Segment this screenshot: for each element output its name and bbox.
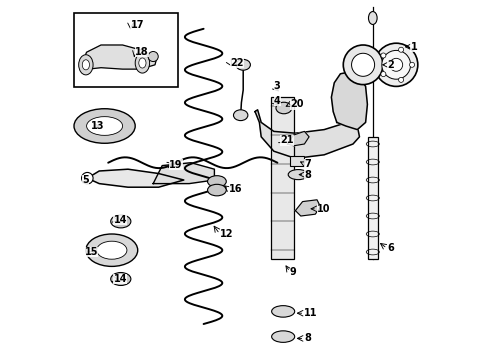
Polygon shape [295,200,320,216]
Ellipse shape [368,12,377,24]
Text: 14: 14 [114,215,127,225]
Circle shape [343,45,383,85]
Text: 6: 6 [387,243,394,253]
Text: 8: 8 [304,333,311,343]
Circle shape [148,51,158,62]
Polygon shape [331,72,368,130]
Text: 16: 16 [229,184,242,194]
Circle shape [381,53,386,58]
Ellipse shape [271,331,294,342]
Text: 4: 4 [274,96,281,106]
Polygon shape [81,45,157,69]
Ellipse shape [288,170,308,180]
Polygon shape [288,131,309,146]
Ellipse shape [111,273,131,285]
Text: 12: 12 [220,229,233,239]
Circle shape [351,53,374,76]
Ellipse shape [111,215,131,228]
Text: 11: 11 [304,308,318,318]
Bar [271,97,294,259]
Ellipse shape [233,110,248,121]
Ellipse shape [271,306,294,317]
Text: 8: 8 [304,170,311,180]
Ellipse shape [87,117,122,135]
Polygon shape [87,169,184,187]
Ellipse shape [86,234,138,266]
Text: 10: 10 [317,204,330,214]
Ellipse shape [135,53,149,73]
Text: 13: 13 [91,121,104,131]
Text: 7: 7 [304,159,311,169]
Ellipse shape [82,60,90,70]
Text: 21: 21 [280,135,294,145]
Text: 18: 18 [135,47,149,57]
Circle shape [381,72,386,77]
Text: 15: 15 [85,247,98,257]
Text: 9: 9 [290,267,297,277]
Circle shape [398,77,404,82]
Bar [74,13,178,87]
Text: 20: 20 [290,99,303,109]
Text: 14: 14 [114,274,127,284]
Polygon shape [153,163,215,184]
Text: 19: 19 [170,159,183,170]
Circle shape [398,47,404,52]
Circle shape [390,58,403,71]
Ellipse shape [208,176,226,187]
Text: 17: 17 [130,20,144,30]
Circle shape [382,50,411,79]
Ellipse shape [276,102,292,114]
Circle shape [374,43,418,86]
Text: 3: 3 [274,81,281,91]
Ellipse shape [79,55,93,75]
Bar [290,156,304,166]
Text: 2: 2 [387,60,394,70]
Ellipse shape [236,59,250,70]
Ellipse shape [97,241,127,259]
Circle shape [81,172,93,184]
Text: 5: 5 [82,175,89,185]
Circle shape [410,62,415,67]
Ellipse shape [208,184,226,196]
Bar [368,137,378,259]
Text: 22: 22 [230,58,244,68]
Ellipse shape [74,109,135,143]
Polygon shape [255,110,360,158]
Text: 1: 1 [411,42,417,52]
Ellipse shape [139,58,146,68]
